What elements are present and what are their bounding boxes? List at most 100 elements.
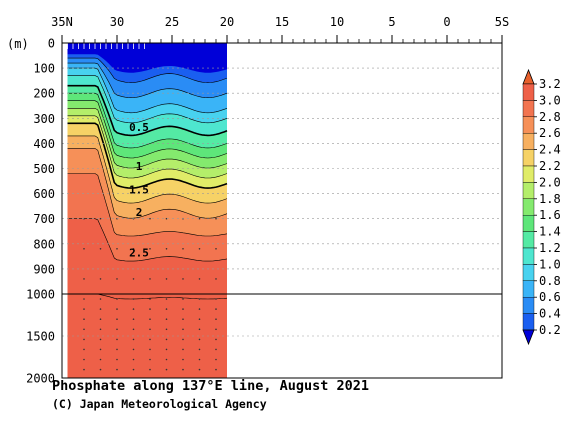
sample-dot: [99, 368, 102, 371]
sample-dot: [116, 278, 118, 280]
sample-dot: [165, 338, 168, 341]
sample-dot: [182, 318, 184, 321]
colorbar-segment: [522, 297, 535, 314]
grid: [62, 67, 502, 337]
x-tick-label: 25: [165, 15, 179, 29]
colorbar-segment: [522, 182, 535, 199]
sample-dot: [215, 217, 217, 220]
y-tick-label: 700: [33, 212, 55, 226]
colorbar-label: 0.8: [539, 274, 561, 288]
sample-dot: [165, 348, 168, 351]
sample-dot: [182, 358, 184, 361]
colorbar-segment: [522, 231, 535, 249]
y-axis: 0 100 200 300 400 500 600 700 800 900 1000 1500 2000…: [7, 37, 55, 386]
sample-dot: [116, 348, 118, 351]
contour-line-1.4: [67, 100, 228, 159]
contour-line-1.0: [67, 84, 228, 137]
colorbar-segment: [522, 264, 535, 281]
sample-dot: [116, 368, 118, 371]
contour-line-2.4: [67, 148, 228, 219]
sample-dot: [83, 308, 85, 310]
sample-dot: [116, 358, 118, 361]
colorbar-label: 1.2: [539, 241, 561, 255]
colorbar-segment: [522, 214, 535, 232]
x-tick-label: 20: [220, 15, 234, 29]
sample-dot: [198, 358, 201, 361]
colorbar-label: 1.8: [539, 192, 561, 206]
sample-dot: [149, 368, 151, 371]
sample-dot: [165, 318, 168, 321]
sample-dot: [83, 298, 85, 300]
credit-text: (C) Japan Meteorological Agency: [52, 397, 267, 411]
sample-dot: [132, 358, 135, 361]
contour-line-1.8: [67, 115, 228, 179]
colorbar-label: 2.0: [539, 175, 561, 189]
colorbar-label: 0.4: [539, 307, 561, 321]
contour-label-1.5: 1.5: [129, 184, 149, 197]
sample-dot: [182, 298, 184, 300]
sample-dot: [132, 278, 135, 280]
sample-dot: [182, 278, 184, 280]
contour-line-2.8: [67, 218, 228, 262]
sample-dot: [116, 318, 118, 321]
colorbar-segment: [522, 116, 535, 134]
y-tick-label: 400: [33, 137, 55, 151]
sample-dot: [165, 358, 168, 361]
x-tick-label: 30: [110, 15, 124, 29]
x-tick-label: 0: [443, 15, 450, 29]
colorbar-segment: [522, 165, 535, 183]
sample-dot: [165, 278, 168, 280]
sample-dot: [165, 217, 168, 220]
color-band-surface: [67, 43, 227, 73]
sample-dot: [83, 318, 85, 321]
sample-dot: [149, 328, 151, 331]
sample-dot: [99, 358, 102, 361]
y-tick-label: 2000: [26, 372, 55, 386]
contour-line-0.4: [67, 62, 228, 99]
sample-dot: [83, 278, 85, 280]
sample-dot: [182, 308, 184, 310]
colorbar: 0.2 0.4 0.6 0.8 1.0 1.2 1.4 1.6 1.8 2.0 2.2 2.4 2.6 2…: [522, 68, 561, 346]
sample-dot: [215, 278, 217, 280]
contour-line-0.2: [67, 57, 228, 84]
contour-line-1.6: [67, 108, 228, 169]
sample-dot: [116, 248, 118, 250]
y-tick-label: 600: [33, 187, 55, 201]
sample-points: [83, 217, 217, 371]
contour-label-2.5: 2.5: [129, 246, 149, 259]
sample-dot: [116, 308, 118, 310]
sample-dot: [99, 308, 102, 310]
sample-dot: [198, 348, 201, 351]
sample-dot: [198, 318, 201, 321]
sample-dot: [132, 348, 135, 351]
colorbar-label: 1.6: [539, 208, 561, 222]
x-tick-label: 35N: [51, 15, 73, 29]
colorbar-label: 2.8: [539, 110, 561, 124]
sample-dot: [149, 358, 151, 361]
colorbar-label: 2.6: [539, 126, 561, 140]
y-tick-label: 200: [33, 87, 55, 101]
colorbar-label: 3.0: [539, 93, 561, 107]
contour-line-0.8: [67, 75, 228, 124]
contour-line-2.6: [67, 173, 228, 237]
colorbar-label: 0.6: [539, 290, 561, 304]
sample-dot: [198, 368, 201, 371]
sample-dot: [198, 278, 201, 280]
sample-dot: [149, 217, 151, 220]
colorbar-label: 3.2: [539, 77, 561, 91]
y-tick-label: 0: [48, 37, 55, 51]
sample-dot: [149, 348, 151, 351]
contour-label-2: 2: [136, 206, 143, 219]
sample-dot: [215, 368, 217, 371]
station-ticks: [67, 43, 145, 49]
sample-dot: [83, 328, 85, 331]
sample-dot: [132, 338, 135, 341]
x-tick-label: 10: [330, 15, 344, 29]
sample-dot: [116, 298, 118, 300]
colorbar-label: 2.4: [539, 143, 561, 157]
x-axis: 35N 30 25 20 15 10 5 0 5S: [51, 15, 509, 43]
sample-dot: [132, 328, 135, 331]
colorbar-under-arrow: [522, 329, 535, 346]
colorbar-segment: [522, 247, 535, 265]
